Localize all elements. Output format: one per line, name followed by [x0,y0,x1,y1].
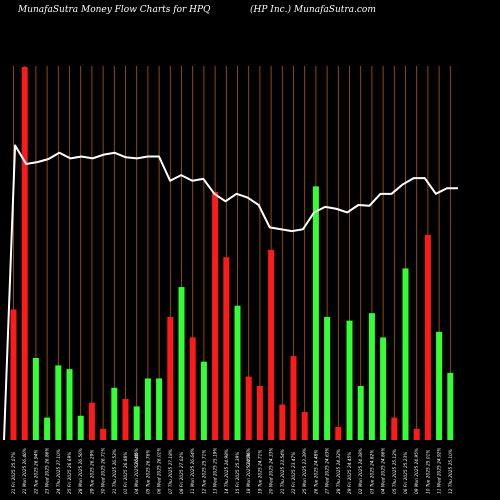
x-tick-label: 31 Thu 2025 26.53% [112,449,118,494]
bar-2 [21,67,28,440]
x-tick-label: 15 Fri 2025 25.39% [235,452,241,494]
x-tick-label: 25 Mon 2025 23.39% [302,448,308,494]
x-tick-label: 21 Mon 2025 26.46% [22,448,28,494]
x-tick-label: 26 Tue 2025 24.48% [313,450,319,494]
x-tick-label: 23 Wed 2025 26.86% [45,447,51,494]
bar-37 [413,428,420,440]
x-tick-label: 04 Wed 2025 24.86% [381,447,387,494]
bar-38 [424,234,431,440]
bar-21 [234,305,241,440]
x-tick-label: 18 Mon 2025 24.86% [246,448,252,494]
x-tick-label: 09 Mon 2025 24.95% [414,448,420,494]
chart-subtitle: (HP Inc.) MunafaSutra.com [250,5,376,15]
bar-29 [324,316,331,440]
x-tick-label: 03 Tue 2025 24.82% [369,450,375,494]
x-tick-label: 02 Mon 2025 24.38% [358,448,364,494]
bar-18 [200,361,207,440]
bar-12 [133,406,140,440]
x-tick-label: 14 Thu 2025 24.98% [224,449,230,494]
x-tick-label: 11 Wed 2025 24.92% [437,447,443,494]
x-tick-label: 06 Fri 2025 25.23% [403,452,409,494]
bar-33 [368,313,375,440]
bar-4 [44,417,51,440]
bar-5 [55,365,62,440]
x-tick-label: 24 Thu 2025 27.10% [56,449,62,494]
chart-title: MunafaSutra Money Flow Charts for HPQ [18,5,211,15]
trend-line-group [3,144,458,441]
bar-11 [122,398,129,440]
x-tick-label: 06 Wed 2025 26.01% [157,447,163,494]
x-tick-label: 12 Tue 2025 25.71% [201,450,207,494]
bar-19 [212,191,219,440]
x-tick-label: 12 Thu 2025 25.10% [448,449,454,494]
x-tick-label: 05 Thu 2025 25.12% [392,449,398,494]
x-tick-label: 22 Tue 2025 26.94% [33,450,39,494]
x-tick-label: 11 Mon 2025 26.64% [190,448,196,494]
x-tick-label: 25 Fri 2025 26.69% [67,452,73,494]
bar-25 [279,404,286,440]
bars [10,67,454,440]
annotation-label: 0.05% [246,452,252,466]
x-tick-label: 08 Fri 2025 27.02% [179,452,185,494]
bar-24 [268,249,275,440]
bar-17 [189,337,196,440]
x-tick-labels: 21 Fri 2025 25.07% 21 Mon 2025 26.46% 22 T… [11,447,454,494]
bar-35 [391,417,398,440]
bar-23 [256,385,263,440]
bar-14 [156,378,163,440]
x-tick-label: 20 Wed 2025 24.33% [269,447,275,494]
bar-20 [223,257,230,440]
x-tick-label: 07 Thu 2025 27.18% [168,449,174,494]
bar-13 [144,378,151,440]
bar-39 [436,331,443,440]
bar-36 [402,268,409,440]
x-tick-label: 29 Fri 2025 24.45% [347,452,353,494]
x-tick-label: 29 Tue 2025 26.29% [89,450,95,494]
bar-27 [301,412,308,440]
x-tick-label: 30 Wed 2025 26.71% [101,447,107,494]
x-tick-label: 05 Tue 2025 26.76% [145,450,151,494]
x-tick-label: 13 Wed 2025 25.19% [213,447,219,494]
bar-40 [447,372,454,440]
bar-8 [88,402,95,440]
x-tick-label: 10 Tue 2025 25.01% [425,450,431,494]
x-tick-label: 04 Mon 2025 26.45% [134,448,140,494]
bar-3 [32,357,39,440]
bar-22 [245,376,252,440]
x-tick-label: 21 Fri 2025 25.07% [11,452,17,494]
bar-32 [357,385,364,440]
x-tick-label: 28 Thu 2025 24.32% [336,449,342,494]
bar-26 [290,356,297,440]
bar-28 [312,186,319,440]
bar-1 [10,309,17,440]
bar-9 [100,428,107,440]
bar-7 [77,415,84,440]
bar-30 [335,426,342,440]
x-tick-label: 22 Fri 2025 23.47% [291,452,297,494]
bar-6 [66,369,73,440]
bar-31 [346,320,353,440]
x-tick-label: 21 Thu 2025 23.54% [280,449,286,494]
x-tick-label: 28 Mon 2025 26.56% [78,448,84,494]
bar-15 [167,316,174,440]
bar-34 [380,337,387,440]
annotation-label: 0.04% [134,452,140,466]
x-tick-label: 01 Fri 2025 26.88% [123,452,129,494]
x-tick-label: 27 Wed 2025 24.63% [325,447,331,494]
bar-16 [178,287,185,440]
bar-10 [111,387,118,440]
x-tick-label: 19 Tue 2025 24.71% [257,450,263,494]
money-flow-line [3,144,458,441]
